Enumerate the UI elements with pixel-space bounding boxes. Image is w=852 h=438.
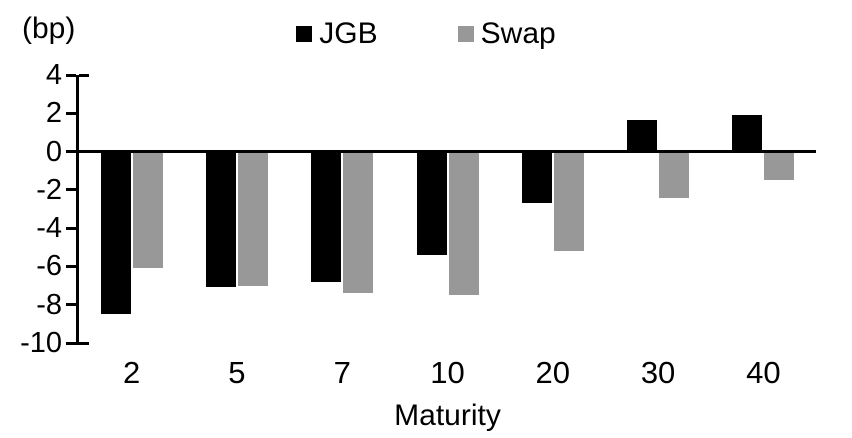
y-axis-tick bbox=[66, 150, 76, 154]
bar-swap-40 bbox=[764, 151, 795, 181]
x-tick-label: 20 bbox=[535, 355, 571, 390]
y-axis-tick bbox=[66, 226, 76, 230]
bar-jgb-10 bbox=[416, 151, 447, 255]
bar-swap-5 bbox=[237, 151, 268, 286]
y-axis-endcap bbox=[79, 73, 89, 77]
legend-label-jgb: JGB bbox=[319, 17, 378, 50]
x-tick-label: 10 bbox=[430, 355, 465, 390]
legend-label-swap: Swap bbox=[480, 17, 556, 50]
y-axis-tick bbox=[66, 341, 76, 345]
bar-swap-10 bbox=[448, 151, 479, 296]
y-tick-label: -6 bbox=[36, 250, 62, 283]
bar-swap-30 bbox=[659, 151, 690, 198]
x-tick-label: 7 bbox=[333, 355, 351, 390]
y-tick-label: -10 bbox=[20, 327, 62, 359]
legend: JGB Swap bbox=[0, 16, 852, 52]
bar-jgb-7 bbox=[311, 151, 342, 282]
y-axis-endcap bbox=[79, 341, 89, 345]
y-axis-tick bbox=[66, 303, 76, 307]
y-tick-label: 4 bbox=[45, 59, 62, 91]
y-tick-label: 2 bbox=[45, 97, 62, 130]
legend-item-jgb: JGB bbox=[296, 17, 378, 51]
x-tick-label: 30 bbox=[640, 355, 676, 390]
bar-swap-7 bbox=[343, 151, 374, 294]
swap-series-swatch-icon bbox=[457, 26, 474, 42]
y-axis-unit-label: (bp) bbox=[22, 12, 76, 45]
y-axis-tick bbox=[66, 188, 76, 192]
bar-jgb-5 bbox=[205, 151, 236, 288]
y-axis-line bbox=[76, 75, 79, 345]
bar-jgb-30 bbox=[627, 119, 658, 152]
bar-jgb-20 bbox=[521, 151, 552, 204]
y-axis-tick bbox=[66, 73, 76, 77]
y-tick-label: -8 bbox=[36, 288, 62, 321]
y-axis-tick bbox=[66, 111, 76, 115]
y-tick-label: 0 bbox=[45, 135, 62, 168]
y-tick-label: -4 bbox=[36, 212, 62, 245]
x-tick-label: 40 bbox=[746, 355, 781, 390]
bar-swap-2 bbox=[132, 151, 163, 269]
x-tick-label: 5 bbox=[228, 355, 246, 390]
x-axis-baseline bbox=[79, 150, 816, 154]
x-axis-title: Maturity bbox=[394, 399, 501, 432]
legend-item-swap: Swap bbox=[457, 17, 556, 51]
jgb-series-swatch-icon bbox=[296, 26, 313, 42]
bar-jgb-40 bbox=[732, 115, 763, 152]
bar-swap-20 bbox=[553, 151, 584, 252]
x-tick-label: 2 bbox=[123, 355, 141, 390]
bar-jgb-2 bbox=[100, 151, 131, 315]
y-tick-label: -2 bbox=[36, 173, 62, 206]
y-axis-tick bbox=[66, 264, 76, 268]
